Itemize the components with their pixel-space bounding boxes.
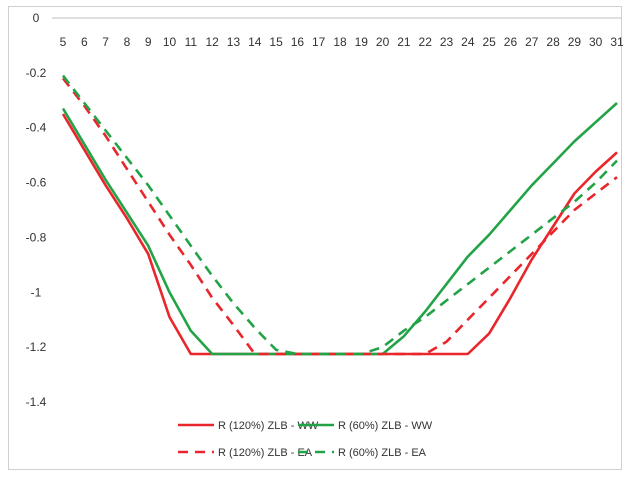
x-tick-label: 21 <box>397 35 411 49</box>
x-tick-label: 28 <box>546 35 560 49</box>
y-axis-ticks: 0 -0.2 -0.4 -0.6 -0.8 -1 -1.2 -1.4 <box>26 11 47 409</box>
legend-label-4: R (60%) ZLB - EA <box>338 447 427 459</box>
x-tick-label: 8 <box>124 35 131 49</box>
x-tick-label: 24 <box>461 35 475 49</box>
x-tick-label: 18 <box>333 35 347 49</box>
x-tick-label: 5 <box>60 35 67 49</box>
series-line-4 <box>61 74 618 356</box>
legend-label-2: R (60%) ZLB - WW <box>338 420 433 432</box>
series-line-3 <box>61 77 618 356</box>
y-tick-label: -1.2 <box>26 340 47 354</box>
x-axis-ticks: 5 6 7 8 9 10 11 12 13 14 15 16 17 18 19 20 21 22 23 24 25 26 2… <box>60 35 624 49</box>
chart-frame <box>8 6 622 470</box>
x-tick-label: 17 <box>312 35 326 49</box>
x-tick-label: 19 <box>355 35 369 49</box>
y-tick-label: -0.2 <box>26 66 47 80</box>
x-tick-label: 16 <box>291 35 305 49</box>
x-tick-label: 12 <box>205 35 219 49</box>
series-line-2 <box>61 102 618 356</box>
x-tick-label: 7 <box>102 35 109 49</box>
x-tick-label: 29 <box>568 35 582 49</box>
x-tick-label: 11 <box>185 35 198 49</box>
y-tick-label: -1 <box>31 285 42 299</box>
x-tick-label: 13 <box>227 35 241 49</box>
legend-label-3: R (120%) ZLB - EA <box>218 447 313 459</box>
series-line-1 <box>61 113 618 356</box>
x-tick-label: 31 <box>610 35 624 49</box>
y-tick-label: -0.8 <box>26 230 47 244</box>
legend-label-1: R (120%) ZLB - WW <box>218 420 319 432</box>
x-tick-label: 20 <box>376 35 390 49</box>
x-tick-label: 14 <box>248 35 262 49</box>
x-tick-label: 9 <box>145 35 152 49</box>
y-tick-label: -0.6 <box>26 176 47 190</box>
x-tick-label: 25 <box>482 35 496 49</box>
x-tick-label: 23 <box>440 35 454 49</box>
x-tick-label: 26 <box>504 35 518 49</box>
x-tick-label: 30 <box>589 35 603 49</box>
y-tick-label: -1.4 <box>26 395 47 409</box>
x-tick-label: 6 <box>81 35 88 49</box>
series-lines <box>61 74 618 356</box>
y-tick-label: -0.4 <box>26 121 47 135</box>
x-tick-label: 22 <box>419 35 433 49</box>
x-tick-label: 10 <box>163 35 177 49</box>
x-tick-label: 27 <box>525 35 539 49</box>
x-tick-label: 15 <box>269 35 283 49</box>
legend: R (120%) ZLB - WW R (60%) ZLB - WW R (120%… <box>178 420 433 459</box>
y-tick-label: 0 <box>33 11 40 25</box>
